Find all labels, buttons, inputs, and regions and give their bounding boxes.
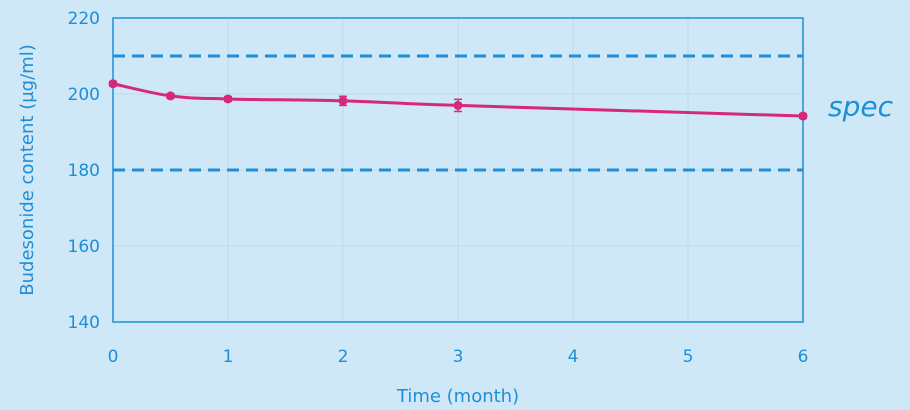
data-point (338, 96, 348, 106)
x-tick-label: 6 (798, 347, 809, 367)
x-tick-label: 3 (453, 347, 464, 367)
y-tick-labels: 140 160 180 200 220 (68, 9, 100, 333)
y-tick-label: 180 (68, 161, 100, 181)
data-point (798, 111, 808, 121)
data-point (108, 79, 118, 89)
x-tick-labels: 0 1 2 3 4 5 6 (108, 347, 809, 367)
spec-lines (113, 54, 803, 172)
y-tick-label: 220 (68, 9, 100, 29)
data-points (108, 79, 808, 121)
y-axis-title: Budesonide content (µg/ml) (17, 44, 38, 295)
x-axis-title: Time (month) (396, 386, 519, 407)
y-tick-label: 200 (68, 85, 100, 105)
data-point (223, 94, 233, 104)
y-tick-label: 160 (68, 237, 100, 257)
spec-label: spec (828, 90, 894, 123)
y-tick-label: 140 (68, 313, 100, 333)
x-tick-label: 1 (223, 347, 234, 367)
data-point (166, 91, 175, 101)
x-tick-label: 4 (568, 347, 579, 367)
data-point (453, 100, 463, 110)
x-tick-label: 5 (683, 347, 694, 367)
x-tick-label: 2 (338, 347, 349, 367)
x-tick-label: 0 (108, 347, 119, 367)
